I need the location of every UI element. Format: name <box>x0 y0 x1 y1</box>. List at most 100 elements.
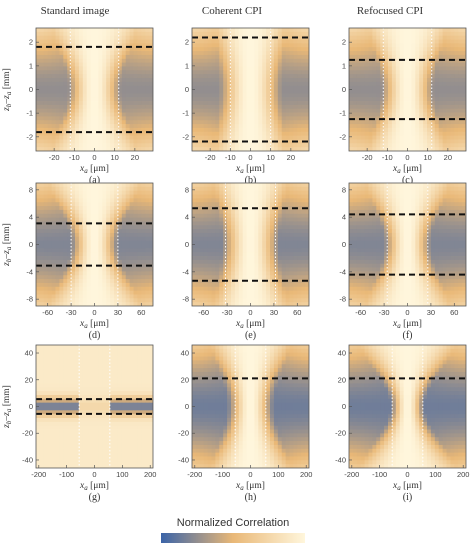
heatmap-cell <box>238 221 244 226</box>
heatmap-cell <box>192 120 197 125</box>
heatmap-cell <box>238 209 244 215</box>
heatmap-cell <box>458 35 463 40</box>
heatmap-cell <box>395 104 401 110</box>
heatmap-cell <box>250 81 255 87</box>
heatmap-cell <box>82 77 88 83</box>
heatmap-cell <box>454 51 459 56</box>
heatmap-cell <box>407 127 412 133</box>
heatmap-cell <box>285 252 290 257</box>
heatmap-cell <box>266 240 271 245</box>
heatmap-cell <box>254 252 259 257</box>
heatmap-cell <box>39 271 45 276</box>
heatmap-cell <box>231 147 236 151</box>
heatmap-cell <box>203 81 208 87</box>
heatmap-cell <box>199 62 205 67</box>
heatmap-cell <box>380 47 385 52</box>
heatmap-cell <box>246 81 251 87</box>
heatmap-cell <box>110 256 115 261</box>
heatmap-cell <box>102 74 107 79</box>
heatmap-cell <box>59 225 64 230</box>
heatmap-cell <box>293 225 298 230</box>
heatmap-cell <box>462 39 466 44</box>
heatmap-cell <box>63 194 68 199</box>
heatmap-cell <box>442 183 447 188</box>
heatmap-cell <box>82 282 88 288</box>
heatmap-cell <box>71 112 76 117</box>
heatmap-cell <box>352 116 358 121</box>
heatmap-cell <box>427 97 432 102</box>
heatmap-cell <box>395 28 401 33</box>
heatmap-cell <box>301 267 306 272</box>
heatmap-cell <box>380 89 385 94</box>
heatmap-cell <box>454 147 459 151</box>
heatmap-cell <box>266 290 271 295</box>
heatmap-cell <box>297 47 302 52</box>
heatmap-cell <box>368 143 373 148</box>
heatmap-cell <box>75 47 80 52</box>
heatmap-cell <box>349 31 354 37</box>
heatmap-cell <box>106 108 111 113</box>
heatmap-cell <box>94 93 99 98</box>
heatmap-cell <box>192 28 197 33</box>
x-axis-label: xa [μm] <box>235 164 265 175</box>
heatmap-cell <box>246 143 251 148</box>
heatmap-cell <box>234 147 240 151</box>
heatmap-cell <box>43 108 49 113</box>
heatmap-cell <box>399 131 404 137</box>
heatmap-cell <box>364 104 369 110</box>
heatmap-cell <box>419 62 424 67</box>
heatmap-cell <box>141 302 146 306</box>
heatmap-cell <box>234 74 240 79</box>
heatmap-cell <box>98 66 103 71</box>
heatmap-cell <box>227 51 232 56</box>
heatmap-cell <box>63 104 68 110</box>
heatmap-cell <box>55 81 60 87</box>
heatmap-cell <box>121 31 127 37</box>
heatmap-cell <box>71 186 76 192</box>
heatmap-cell <box>117 259 123 265</box>
heatmap-cell <box>47 135 52 140</box>
heatmap-cell <box>211 259 216 265</box>
heatmap-cell <box>293 104 298 110</box>
heatmap-cell <box>106 28 111 33</box>
heatmap-cell <box>78 275 84 280</box>
heatmap-cell <box>141 263 146 268</box>
heatmap-cell <box>305 252 309 257</box>
heatmap-cell <box>258 279 263 284</box>
heatmap-cell <box>446 70 451 75</box>
heatmap-cell <box>71 190 76 195</box>
heatmap-cell <box>395 131 401 137</box>
heatmap-cell <box>266 209 271 215</box>
heatmap-cell <box>246 135 251 140</box>
heatmap-cell <box>301 28 306 33</box>
heatmap-cell <box>106 186 111 192</box>
heatmap-cell <box>211 70 216 75</box>
heatmap-cell <box>149 213 153 218</box>
heatmap-cell <box>98 43 103 48</box>
heatmap-cell <box>51 39 56 44</box>
heatmap-cell <box>305 263 309 268</box>
heatmap-cell <box>106 93 111 98</box>
heatmap-cell <box>285 54 290 60</box>
heatmap-cell <box>75 229 80 234</box>
heatmap-cell <box>39 279 45 284</box>
heatmap-cell <box>305 244 309 249</box>
heatmap-cell <box>427 89 432 94</box>
heatmap-cell <box>360 35 365 40</box>
heatmap-cell <box>203 89 208 94</box>
heatmap-cell <box>219 190 224 195</box>
heatmap-cell <box>238 298 244 303</box>
heatmap-cell <box>47 240 52 245</box>
heatmap-cell <box>403 93 408 98</box>
heatmap-cell <box>192 66 197 71</box>
heatmap-cell <box>59 286 64 292</box>
heatmap-cell <box>430 127 436 133</box>
heatmap-cell <box>423 120 428 125</box>
heatmap-cell <box>75 198 80 203</box>
heatmap-cell <box>145 294 150 299</box>
heatmap-cell <box>434 51 440 56</box>
heatmap-cell <box>305 202 309 207</box>
heatmap-cell <box>266 39 271 44</box>
heatmap-cell <box>207 89 212 94</box>
heatmap-cell <box>149 209 153 215</box>
